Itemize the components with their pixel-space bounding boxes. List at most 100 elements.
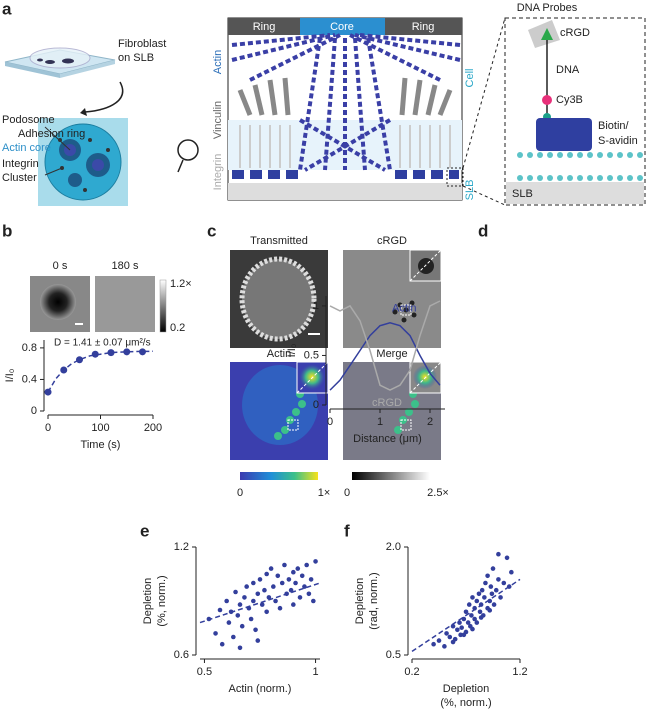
- slb-sketch: [4, 47, 124, 116]
- data-point: [255, 638, 261, 643]
- y-axis-label: I/I₀: [4, 369, 16, 383]
- data-point: [479, 587, 485, 593]
- legend-label: cRGD: [372, 397, 402, 409]
- x-tick-label: 100: [91, 422, 109, 434]
- data-point: [477, 609, 483, 615]
- data-point: [496, 551, 501, 557]
- data-point: [498, 595, 503, 600]
- y-tick-label: 1: [313, 300, 319, 312]
- data-point: [491, 602, 497, 607]
- data-point: [291, 602, 296, 607]
- probe-title: DNA Probes: [517, 2, 578, 14]
- colorbar-label: 0: [237, 487, 243, 499]
- data-point: [277, 605, 283, 611]
- data-point: [442, 644, 447, 649]
- data-point: [291, 569, 296, 575]
- annotation: D = 1.41 ± 0.07 μm²/s: [54, 338, 151, 349]
- data-point: [458, 632, 463, 638]
- data-point: [466, 602, 472, 607]
- legend-label: Actin: [392, 303, 416, 315]
- data-point: [313, 559, 318, 564]
- data-point: [299, 573, 305, 579]
- panel-label: e: [140, 521, 149, 540]
- data-point: [244, 584, 249, 589]
- image-label: Merge: [376, 348, 407, 360]
- y-axis-label: (rad, norm.): [368, 572, 380, 629]
- data-point: [297, 595, 303, 600]
- probe-label: S-avidin: [598, 135, 638, 147]
- x-tick-label: 0: [327, 416, 333, 428]
- panel-label: b: [2, 221, 12, 240]
- data-point: [487, 608, 493, 613]
- colorbar-label: 0.2: [170, 322, 185, 334]
- y-tick-label: 2.0: [386, 541, 401, 553]
- data-point: [509, 569, 514, 575]
- cell-label: Integrin: [2, 158, 39, 170]
- data-point: [264, 609, 269, 615]
- y-axis-label: I/I₀: [286, 344, 298, 358]
- x-axis-label: Actin (norm.): [229, 683, 292, 695]
- data-point: [76, 356, 83, 364]
- x-tick-label: 1: [377, 416, 383, 428]
- y-tick-label: 0.4: [22, 373, 37, 385]
- data-point: [489, 591, 495, 597]
- image-label: 180 s: [112, 260, 139, 272]
- data-point: [461, 632, 467, 638]
- data-point: [271, 584, 276, 589]
- y-axis-label: (%, norm.): [156, 575, 168, 626]
- data-point: [478, 615, 484, 620]
- data-point: [286, 577, 292, 582]
- data-point: [308, 577, 314, 582]
- data-point: [465, 620, 471, 625]
- cell-label: Adhesion ring: [18, 128, 85, 140]
- x-tick-label: 0: [45, 422, 51, 434]
- data-point: [470, 626, 475, 632]
- data-point: [474, 620, 480, 625]
- data-point: [259, 602, 265, 607]
- data-point: [444, 631, 449, 636]
- frap-image: [95, 276, 155, 332]
- image-label: cRGD: [377, 235, 407, 247]
- y-tick-label: 0: [313, 399, 319, 411]
- data-point: [469, 613, 474, 618]
- data-point: [226, 620, 232, 625]
- data-line: [329, 300, 441, 391]
- x-axis-label: (%, norm.): [440, 697, 491, 709]
- x-tick-label: 0.2: [404, 666, 419, 678]
- data-point: [436, 638, 442, 643]
- podosome-sketch: [227, 17, 506, 206]
- y-tick-label: 0.8: [22, 342, 37, 354]
- data-point: [431, 641, 436, 647]
- data-point: [282, 562, 287, 568]
- image-label: 0 s: [53, 260, 68, 272]
- data-point: [273, 598, 278, 604]
- micrographs: [230, 249, 442, 480]
- data-point: [262, 587, 267, 593]
- probe-label: Cy3B: [556, 94, 583, 106]
- data-point: [248, 616, 254, 622]
- data-point: [295, 566, 301, 571]
- data-point: [493, 587, 499, 593]
- header-label: Core: [330, 21, 354, 33]
- y-tick-label: 0.6: [174, 649, 189, 661]
- colorbar-label: 1.2×: [170, 278, 192, 290]
- probe-label: DNA: [556, 64, 580, 76]
- x-tick-label: 2: [427, 416, 433, 428]
- data-point: [257, 577, 263, 582]
- data-point: [275, 573, 281, 579]
- y-tick-label: 0.5: [386, 649, 401, 661]
- data-point: [490, 566, 496, 571]
- data-point: [251, 598, 256, 604]
- data-point: [501, 580, 507, 586]
- data-point: [311, 598, 316, 604]
- cell-label: Cluster: [2, 172, 37, 184]
- data-point: [293, 580, 298, 586]
- data-point: [496, 577, 501, 582]
- side-label: Actin: [212, 50, 224, 74]
- side-label: Cell: [464, 69, 476, 88]
- data-point: [288, 587, 294, 593]
- data-line: [329, 322, 441, 391]
- slb-note: Fibroblast: [118, 38, 166, 50]
- data-point: [482, 595, 487, 600]
